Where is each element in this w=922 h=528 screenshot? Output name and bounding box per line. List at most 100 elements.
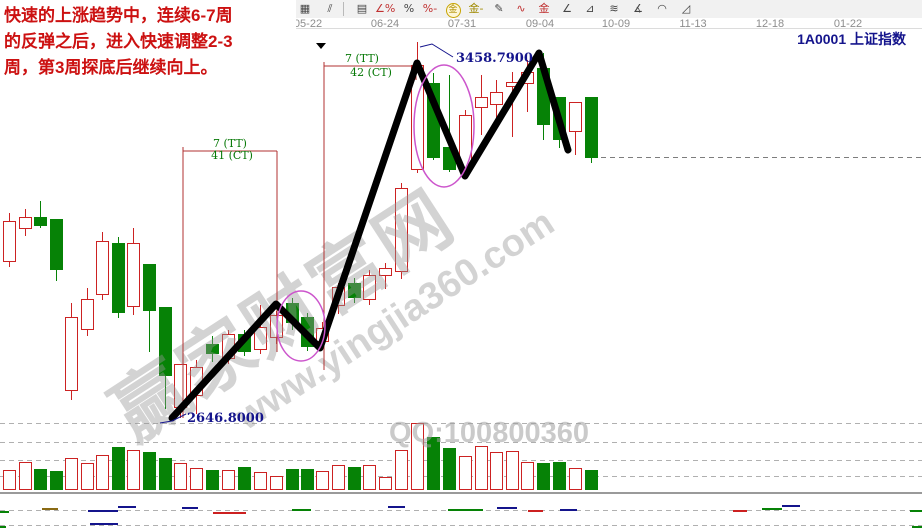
golden-circle-tool-icon[interactable]: 金 — [443, 1, 463, 18]
arc-line-tool-icon[interactable]: ◠ — [657, 2, 667, 15]
volume-bar — [521, 462, 534, 490]
volume-bar — [238, 467, 251, 490]
volume-bar — [190, 468, 203, 490]
golden-section-tool-icon[interactable]: 金 — [538, 2, 550, 15]
channel-lines-tool-icon[interactable]: ≋ — [609, 2, 619, 15]
volume-bar — [81, 463, 94, 490]
trendlines-tool-icon[interactable]: ⫽ — [327, 2, 333, 15]
candle-body — [348, 283, 361, 298]
volume-bar — [286, 469, 299, 490]
date-tick-05-22: 05-22 — [293, 18, 323, 30]
volume-bar — [506, 451, 519, 490]
candle-body — [553, 97, 566, 140]
indicator-mark — [182, 507, 198, 509]
volume-bar — [159, 458, 172, 490]
volume-bar — [34, 469, 47, 490]
volume-bar — [96, 455, 109, 490]
volume-bar — [332, 465, 345, 490]
candle-body — [81, 299, 94, 330]
candle-body — [34, 217, 47, 226]
candle-body — [50, 219, 63, 270]
candle-body — [427, 83, 440, 158]
date-tick-10-09: 10-09 — [601, 18, 631, 30]
candle-wick — [40, 201, 41, 228]
volume-bar — [411, 423, 424, 490]
candle-body — [270, 315, 283, 338]
volume-bar — [270, 476, 283, 490]
volume-bar — [443, 448, 456, 490]
indicator-mark — [910, 510, 922, 512]
indicator-mark — [118, 506, 136, 508]
volume-bar — [537, 463, 550, 490]
volume-bar — [427, 437, 440, 490]
analyst-note-line1: 快速的上涨趋势中，连续6-7周 — [4, 6, 233, 25]
candle-body — [96, 241, 109, 295]
volume-bar — [490, 452, 503, 490]
analyst-note: 快速的上涨趋势中，连续6-7周 的反弹之后，进入快速调整2-3 周，第3周探底后… — [0, 0, 296, 88]
candle-body — [459, 115, 472, 170]
candle-body — [65, 317, 78, 391]
candle-body — [190, 367, 203, 396]
candle-body — [569, 102, 582, 132]
percent-tool-icon[interactable]: % — [403, 2, 415, 15]
candle-body — [222, 334, 235, 359]
candle-body — [19, 217, 32, 229]
volume-bar — [19, 462, 32, 490]
volume-bar — [569, 468, 582, 490]
grid-period-tool-icon[interactable]: ▦ — [299, 2, 311, 15]
gridline-dashed — [0, 442, 922, 443]
indicator-mark — [762, 508, 782, 510]
indicator-mark — [213, 512, 246, 514]
volume-bar — [65, 458, 78, 490]
volume-bar — [3, 470, 16, 490]
kline-draw-tool-icon[interactable]: ▤ — [356, 2, 368, 15]
indicator-mark — [497, 507, 517, 509]
indicator-mark — [90, 523, 118, 525]
indicator-mark — [0, 511, 9, 513]
gann-line-tool-icon[interactable]: ⊿ — [585, 2, 595, 15]
percent-slash-tool-icon[interactable]: ∠% — [375, 2, 396, 15]
volume-bar — [379, 477, 392, 490]
indicator-mark — [42, 508, 58, 510]
date-tick-06-24: 06-24 — [370, 18, 400, 30]
candle-body — [379, 268, 392, 276]
candle-body — [127, 243, 140, 307]
wave-tool-icon[interactable]: ∿ — [516, 2, 526, 15]
candle-body — [174, 364, 187, 408]
date-tick-11-13: 11-13 — [679, 18, 707, 30]
volume-bar — [363, 465, 376, 490]
cycle-line-tool-icon[interactable]: ◿ — [681, 2, 691, 15]
date-tick-07-31: 07-31 — [447, 18, 477, 30]
indicator-mark — [292, 509, 311, 511]
analyst-note-line2: 的反弹之后，进入快速调整2-3 — [4, 32, 233, 51]
indicator-mark — [782, 505, 800, 507]
indicator-mark — [560, 509, 577, 511]
indicator-mark — [0, 526, 6, 528]
date-tick-01-22: 01-22 — [833, 18, 863, 30]
volume-bar — [553, 462, 566, 490]
low-price-callout: 2646.8000 — [187, 411, 264, 426]
volume-bar — [316, 471, 329, 490]
candle-body — [521, 72, 534, 84]
gridline-dashed — [0, 525, 922, 526]
candle-body — [537, 68, 550, 125]
brush-tool-icon[interactable]: ✎ — [494, 2, 504, 15]
date-axis-line — [293, 28, 922, 29]
candle-body — [301, 317, 314, 347]
candle-body — [143, 264, 156, 311]
gridline-dashed — [601, 157, 922, 158]
candle-body — [332, 287, 345, 306]
volume-bar — [348, 467, 361, 490]
volume-bar — [50, 471, 63, 490]
angle-line-tool-icon[interactable]: ∠ — [562, 2, 572, 15]
volume-bar — [585, 470, 598, 490]
candle-body — [506, 82, 519, 87]
candle-body — [411, 65, 424, 170]
regression-line-tool-icon[interactable]: ∡ — [633, 2, 643, 15]
golden-line-tool-icon[interactable]: 金- — [468, 2, 484, 15]
toolbar-separator — [343, 2, 344, 16]
volume-bar — [174, 463, 187, 490]
percent-line-tool-icon[interactable]: %- — [422, 2, 438, 15]
pane-separator — [0, 492, 922, 494]
